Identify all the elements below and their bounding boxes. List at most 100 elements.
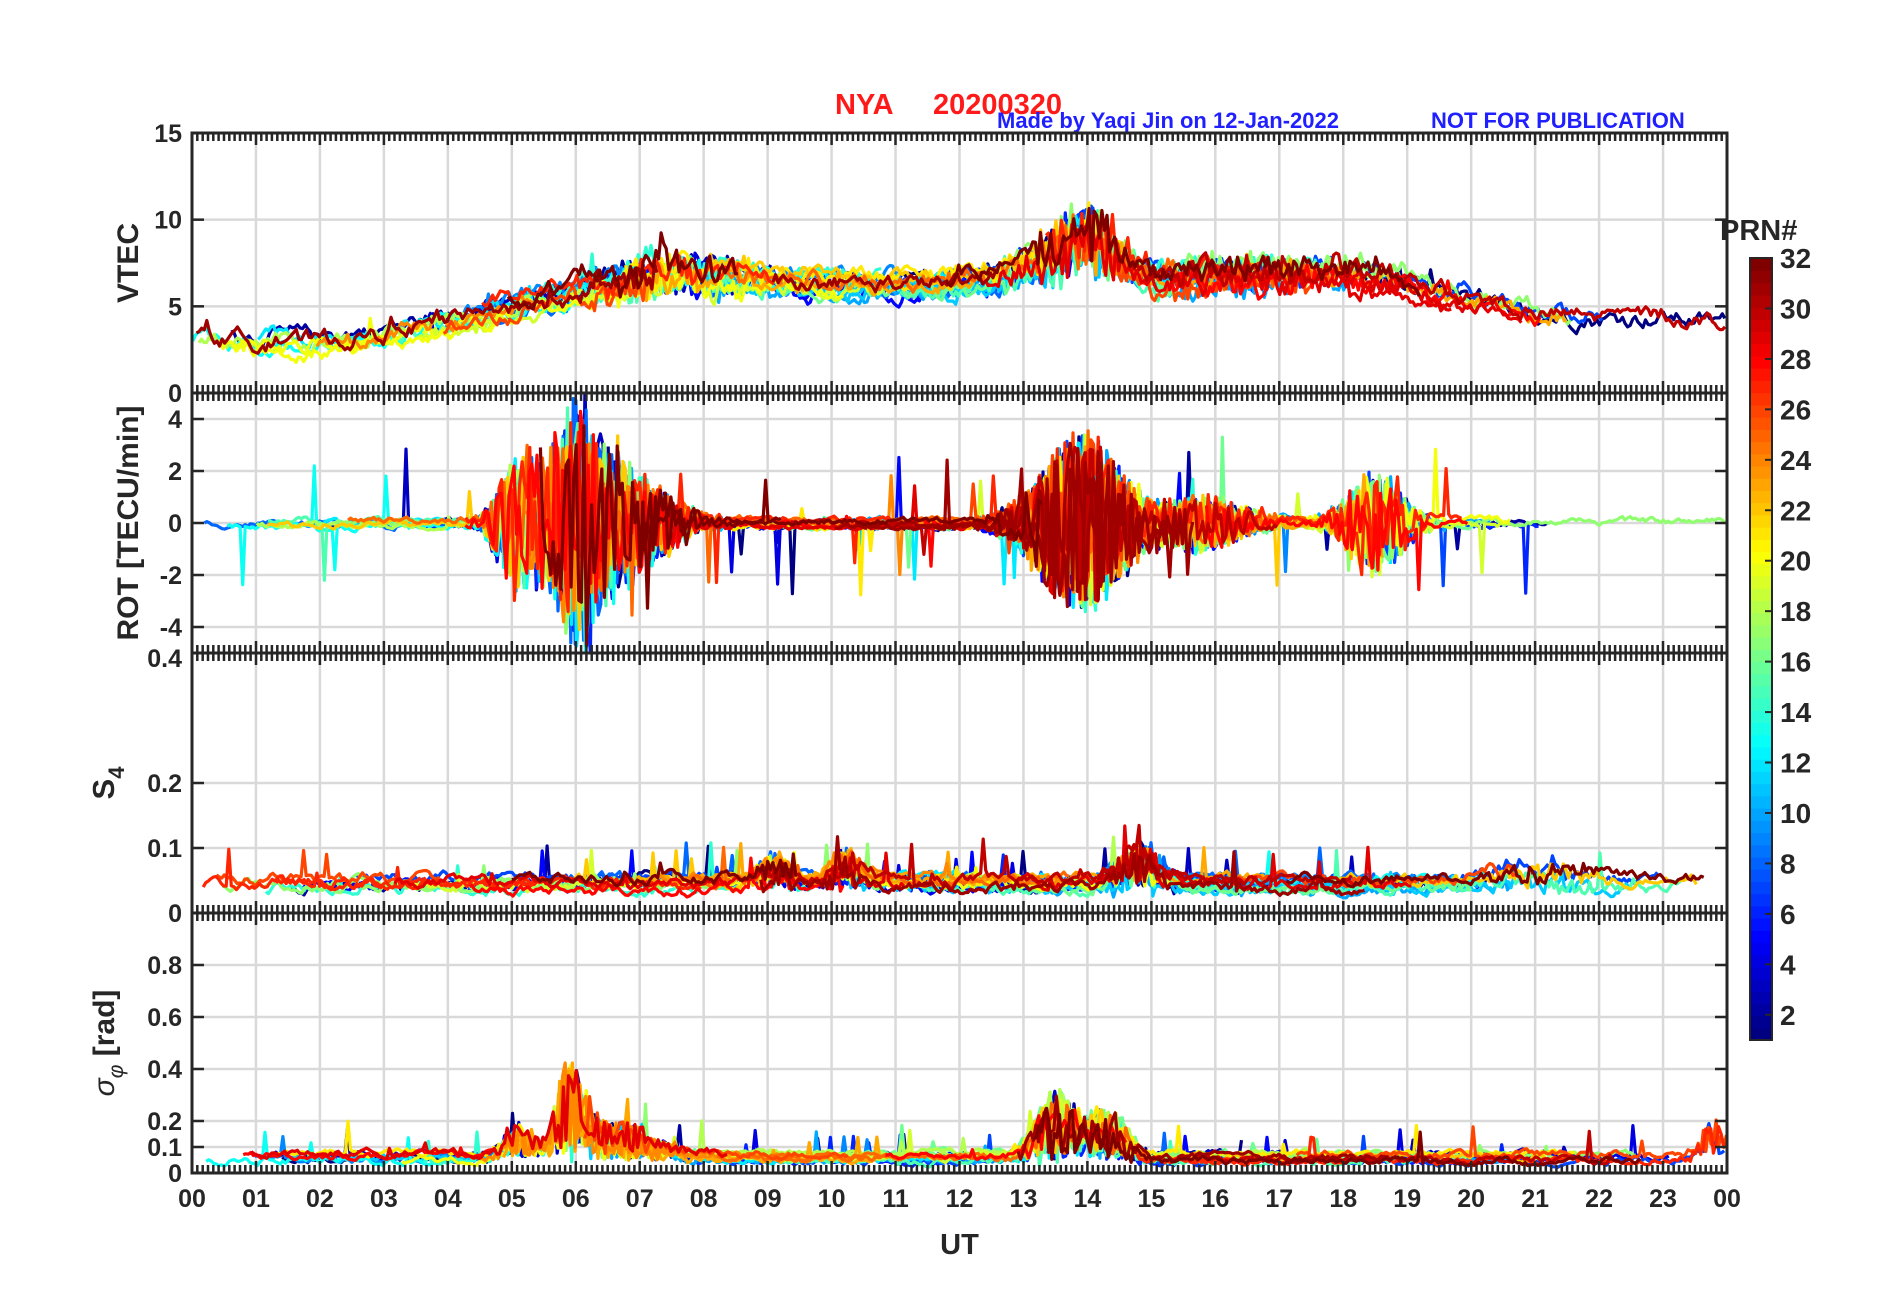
colorbar-swatch (1750, 416, 1772, 430)
xtick-label: 13 (1010, 1185, 1038, 1213)
vtec-prn-31-line (771, 270, 998, 294)
xtick-label: 14 (1074, 1185, 1102, 1213)
rot-axes: -4 -2 0 2 4 ROT [TECU/min] (112, 391, 1729, 655)
xtick-label: 09 (754, 1185, 782, 1213)
colorbar-swatch (1750, 404, 1772, 418)
vtec-prn-29-line (984, 225, 1452, 313)
x-axis-label: UT (940, 1229, 979, 1261)
colorbar-tick-label: 16 (1780, 647, 1811, 678)
rot-ytick-label: -2 (160, 562, 182, 590)
xtick-label: 17 (1265, 1185, 1293, 1213)
xtick-label: 18 (1329, 1185, 1357, 1213)
xtick-label: 23 (1649, 1185, 1677, 1213)
rot-ytick-label: 0 (168, 510, 182, 538)
s4-prn-30-line (764, 837, 1242, 890)
colorbar-tick-label: 6 (1780, 899, 1796, 930)
colorbar-swatch (1750, 820, 1772, 834)
colorbar-swatch (1750, 978, 1772, 992)
colorbar-swatch (1750, 856, 1772, 870)
colorbar-swatch (1750, 490, 1772, 504)
vtec-grid (192, 131, 1727, 395)
colorbar-swatch (1750, 514, 1772, 528)
sigma_phi-ytick-label: 0 (168, 1160, 182, 1188)
sigma_phi-ytick-label: 0.1 (147, 1134, 182, 1162)
colorbar-swatch (1750, 930, 1772, 944)
colorbar-tick-label: 32 (1780, 243, 1811, 274)
vtec-ytick-label: 15 (154, 120, 182, 148)
sigma_phi-ytick-label: 0.2 (147, 1108, 182, 1136)
colorbar-swatch (1750, 367, 1772, 381)
colorbar-swatch (1750, 612, 1772, 626)
sigma_phi-grid (192, 913, 1727, 1175)
rot-prn-31-line (862, 441, 1177, 602)
colorbar-swatch (1750, 966, 1772, 980)
colorbar-swatch (1750, 954, 1772, 968)
colorbar-swatch (1750, 697, 1772, 711)
colorbar-tick-label: 30 (1780, 293, 1811, 324)
xtick-label: 19 (1393, 1185, 1421, 1213)
colorbar-swatch (1750, 832, 1772, 846)
vtec-ylabel: VTEC (112, 223, 145, 303)
colorbar-swatch (1750, 294, 1772, 308)
xtick-label: 07 (626, 1185, 654, 1213)
s4-prn-30-line (1096, 823, 1353, 886)
colorbar-swatch (1750, 477, 1772, 491)
colorbar-swatch (1750, 710, 1772, 724)
colorbar-tick-label: 22 (1780, 495, 1811, 526)
colorbar-swatch (1750, 453, 1772, 467)
colorbar-swatch (1750, 624, 1772, 638)
rot-ytick-label: 2 (168, 458, 182, 486)
rot-prn-28-line (1204, 487, 1469, 592)
colorbar-swatch (1750, 844, 1772, 858)
colorbar-tick-label: 28 (1780, 344, 1811, 375)
colorbar-tick-label: 18 (1780, 596, 1811, 627)
vtec-ytick-label: 0 (168, 380, 182, 408)
colorbar-swatch (1750, 526, 1772, 540)
s4-prn-32-line (1285, 861, 1705, 889)
s4-ylabel: S4 (86, 766, 129, 800)
colorbar-swatch (1750, 319, 1772, 333)
colorbar-swatch (1750, 270, 1772, 284)
colorbar-swatch (1750, 734, 1772, 748)
vtec-prn-32-line (944, 206, 1421, 297)
sigma_phi-prn-32-line (1032, 1106, 1642, 1168)
sigma_phi-series (205, 1061, 1727, 1169)
sigma-phi-ylabel: σφ [rad] (88, 990, 128, 1097)
colorbar-swatch (1750, 429, 1772, 443)
colorbar-tick-label: 14 (1780, 697, 1812, 728)
colorbar-swatch (1750, 722, 1772, 736)
colorbar-swatch (1750, 673, 1772, 687)
sigma_phi-ytick-label: 0.6 (147, 1004, 182, 1032)
s4-ytick-label: 0.1 (147, 835, 182, 863)
vtec-axes: 0 5 10 15 VTEC (112, 120, 1729, 408)
title-date: 20200320 (933, 89, 1063, 121)
sigma_phi-ytick-label: 0.4 (147, 1056, 182, 1084)
colorbar-label: PRN# (1720, 215, 1797, 247)
xtick-label: 00 (178, 1185, 206, 1213)
colorbar-swatch (1750, 905, 1772, 919)
colorbar-swatch (1750, 661, 1772, 675)
xtick-label: 20 (1457, 1185, 1485, 1213)
colorbar-swatch (1750, 331, 1772, 345)
rot-prn-32-line (538, 424, 782, 648)
colorbar-tick-label: 10 (1780, 798, 1811, 829)
sigma_phi-ytick-label: 0.8 (147, 952, 182, 980)
not-for-publication-text: NOT FOR PUBLICATION (1431, 108, 1685, 133)
colorbar-tick-label: 8 (1780, 848, 1796, 879)
colorbar-swatch (1750, 392, 1772, 406)
colorbar-swatch (1750, 539, 1772, 553)
xtick-label: 03 (370, 1185, 398, 1213)
colorbar-swatch (1750, 771, 1772, 785)
colorbar-swatch (1750, 991, 1772, 1005)
vtec-prn-26-line (442, 278, 648, 335)
colorbar-swatch (1750, 649, 1772, 663)
colorbar-swatch (1750, 685, 1772, 699)
xtick-label: 11 (882, 1185, 909, 1213)
colorbar-swatch (1750, 306, 1772, 320)
s4-ytick-label: 0 (168, 900, 182, 928)
colorbar-swatch (1750, 636, 1772, 650)
colorbar-swatch (1750, 502, 1772, 516)
colorbar-swatch (1750, 917, 1772, 931)
